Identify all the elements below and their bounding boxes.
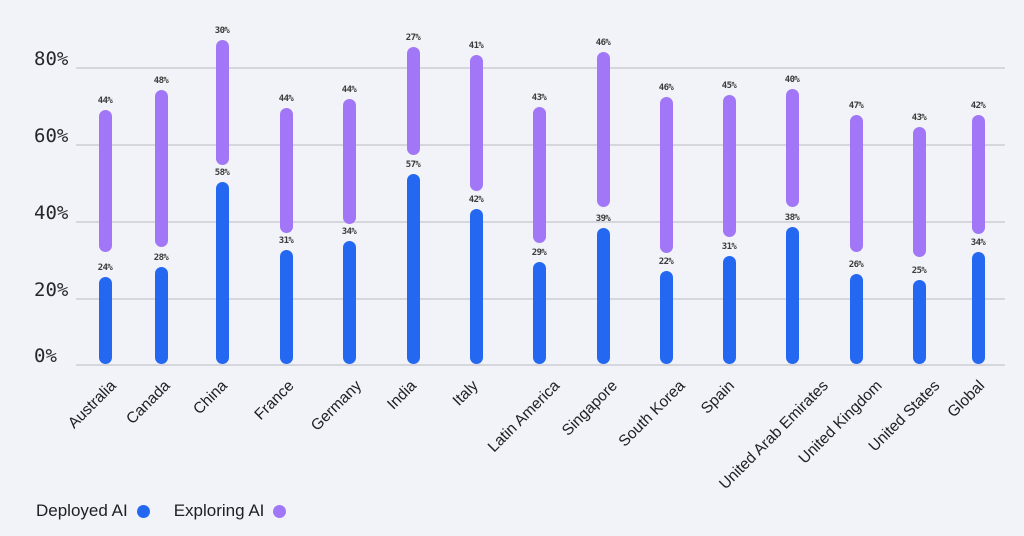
- exploring-ai-bar[interactable]: [785, 89, 799, 207]
- deployed-ai-bar[interactable]: [98, 277, 112, 364]
- exploring-ai-value-label: 41%: [468, 41, 484, 51]
- exploring-ai-bar[interactable]: [971, 115, 985, 234]
- x-axis-label: Latin America: [485, 377, 564, 456]
- exploring-ai-value-label: 45%: [721, 81, 737, 91]
- deployed-ai-value-label: 28%: [153, 253, 169, 263]
- exploring-ai-dot-icon: [273, 504, 287, 518]
- deployed-ai-value-label: 34%: [341, 227, 357, 237]
- y-tick-label: 40%: [34, 202, 69, 224]
- deployed-ai-value-label: 39%: [595, 214, 611, 224]
- deployed-ai-bar[interactable]: [849, 274, 863, 364]
- x-axis-label: Global: [944, 377, 989, 422]
- exploring-ai-bar[interactable]: [406, 47, 420, 155]
- deployed-ai-value-label: 34%: [970, 238, 986, 248]
- deployed-ai-dot-icon: [136, 504, 150, 518]
- exploring-ai-bar[interactable]: [659, 97, 673, 253]
- exploring-ai-bar[interactable]: [849, 115, 863, 252]
- x-axis-label: China: [190, 377, 231, 418]
- y-tick-label: 0%: [34, 345, 57, 367]
- x-axis-label: Germany: [307, 377, 365, 435]
- deployed-ai-value-label: 31%: [721, 242, 737, 252]
- deployed-ai-bar[interactable]: [659, 271, 673, 364]
- exploring-ai-bar[interactable]: [912, 127, 926, 257]
- y-tick-label: 20%: [34, 279, 69, 301]
- exploring-ai-value-label: 48%: [153, 76, 169, 86]
- deployed-ai-value-label: 29%: [531, 248, 547, 258]
- exploring-ai-value-label: 42%: [970, 101, 986, 111]
- exploring-ai-value-label: 40%: [784, 75, 800, 85]
- deployed-ai-bar[interactable]: [971, 252, 985, 364]
- deployed-ai-bar[interactable]: [532, 262, 546, 364]
- deployed-ai-value-label: 38%: [784, 213, 800, 223]
- y-tick-label: 60%: [34, 125, 69, 147]
- x-axis-label: Singapore: [558, 377, 621, 440]
- y-tick-label: 80%: [34, 48, 69, 70]
- deployed-ai-bar[interactable]: [154, 267, 168, 364]
- exploring-ai-bar[interactable]: [215, 40, 229, 165]
- deployed-ai-bar[interactable]: [722, 256, 736, 364]
- exploring-ai-bar[interactable]: [279, 108, 293, 233]
- exploring-ai-bar[interactable]: [469, 55, 483, 191]
- exploring-ai-value-label: 46%: [595, 38, 611, 48]
- exploring-ai-value-label: 43%: [531, 93, 547, 103]
- deployed-ai-value-label: 25%: [911, 266, 927, 276]
- deployed-ai-bar[interactable]: [596, 228, 610, 364]
- exploring-ai-value-label: 47%: [848, 101, 864, 111]
- deployed-ai-value-label: 42%: [468, 195, 484, 205]
- exploring-ai-bar[interactable]: [532, 107, 546, 243]
- exploring-ai-value-label: 44%: [278, 94, 294, 104]
- x-axis-label: France: [250, 377, 298, 424]
- exploring-ai-value-label: 43%: [911, 113, 927, 123]
- legend: Deployed AI Exploring AI: [36, 501, 310, 521]
- legend-item-exploring-ai[interactable]: Exploring AI: [174, 501, 287, 521]
- deployed-ai-bar[interactable]: [279, 250, 293, 364]
- deployed-ai-bar[interactable]: [215, 182, 229, 364]
- x-axis-label: India: [384, 377, 420, 414]
- x-axis-label: Italy: [449, 377, 482, 410]
- exploring-ai-value-label: 46%: [658, 83, 674, 93]
- exploring-ai-value-label: 44%: [341, 85, 357, 95]
- deployed-ai-value-label: 26%: [848, 260, 864, 270]
- exploring-ai-bar[interactable]: [596, 52, 610, 207]
- exploring-ai-value-label: 30%: [214, 26, 230, 36]
- exploring-ai-bar[interactable]: [154, 90, 168, 247]
- exploring-ai-bar[interactable]: [98, 110, 112, 252]
- deployed-ai-bar[interactable]: [785, 227, 799, 364]
- x-axis-label: Australia: [64, 377, 120, 432]
- deployed-ai-value-label: 57%: [405, 160, 421, 170]
- x-axis-label: Spain: [697, 377, 738, 418]
- deployed-ai-value-label: 31%: [278, 236, 294, 246]
- x-axis-label: Canada: [123, 377, 174, 428]
- exploring-ai-bar[interactable]: [342, 99, 356, 224]
- deployed-ai-bar[interactable]: [342, 241, 356, 364]
- gridline: [76, 67, 1005, 69]
- legend-item-deployed-ai[interactable]: Deployed AI: [36, 501, 150, 521]
- x-axis-label: South Korea: [615, 377, 689, 451]
- exploring-ai-value-label: 27%: [405, 33, 421, 43]
- gridline: [76, 364, 1005, 366]
- exploring-ai-value-label: 44%: [97, 96, 113, 106]
- legend-label: Exploring AI: [173, 501, 265, 520]
- deployed-ai-value-label: 22%: [658, 257, 674, 267]
- legend-label: Deployed AI: [36, 501, 128, 520]
- deployed-ai-bar[interactable]: [406, 174, 420, 364]
- exploring-ai-bar[interactable]: [722, 95, 736, 237]
- deployed-ai-value-label: 24%: [97, 263, 113, 273]
- deployed-ai-bar[interactable]: [469, 209, 483, 364]
- deployed-ai-bar[interactable]: [912, 280, 926, 364]
- deployed-ai-value-label: 58%: [214, 168, 230, 178]
